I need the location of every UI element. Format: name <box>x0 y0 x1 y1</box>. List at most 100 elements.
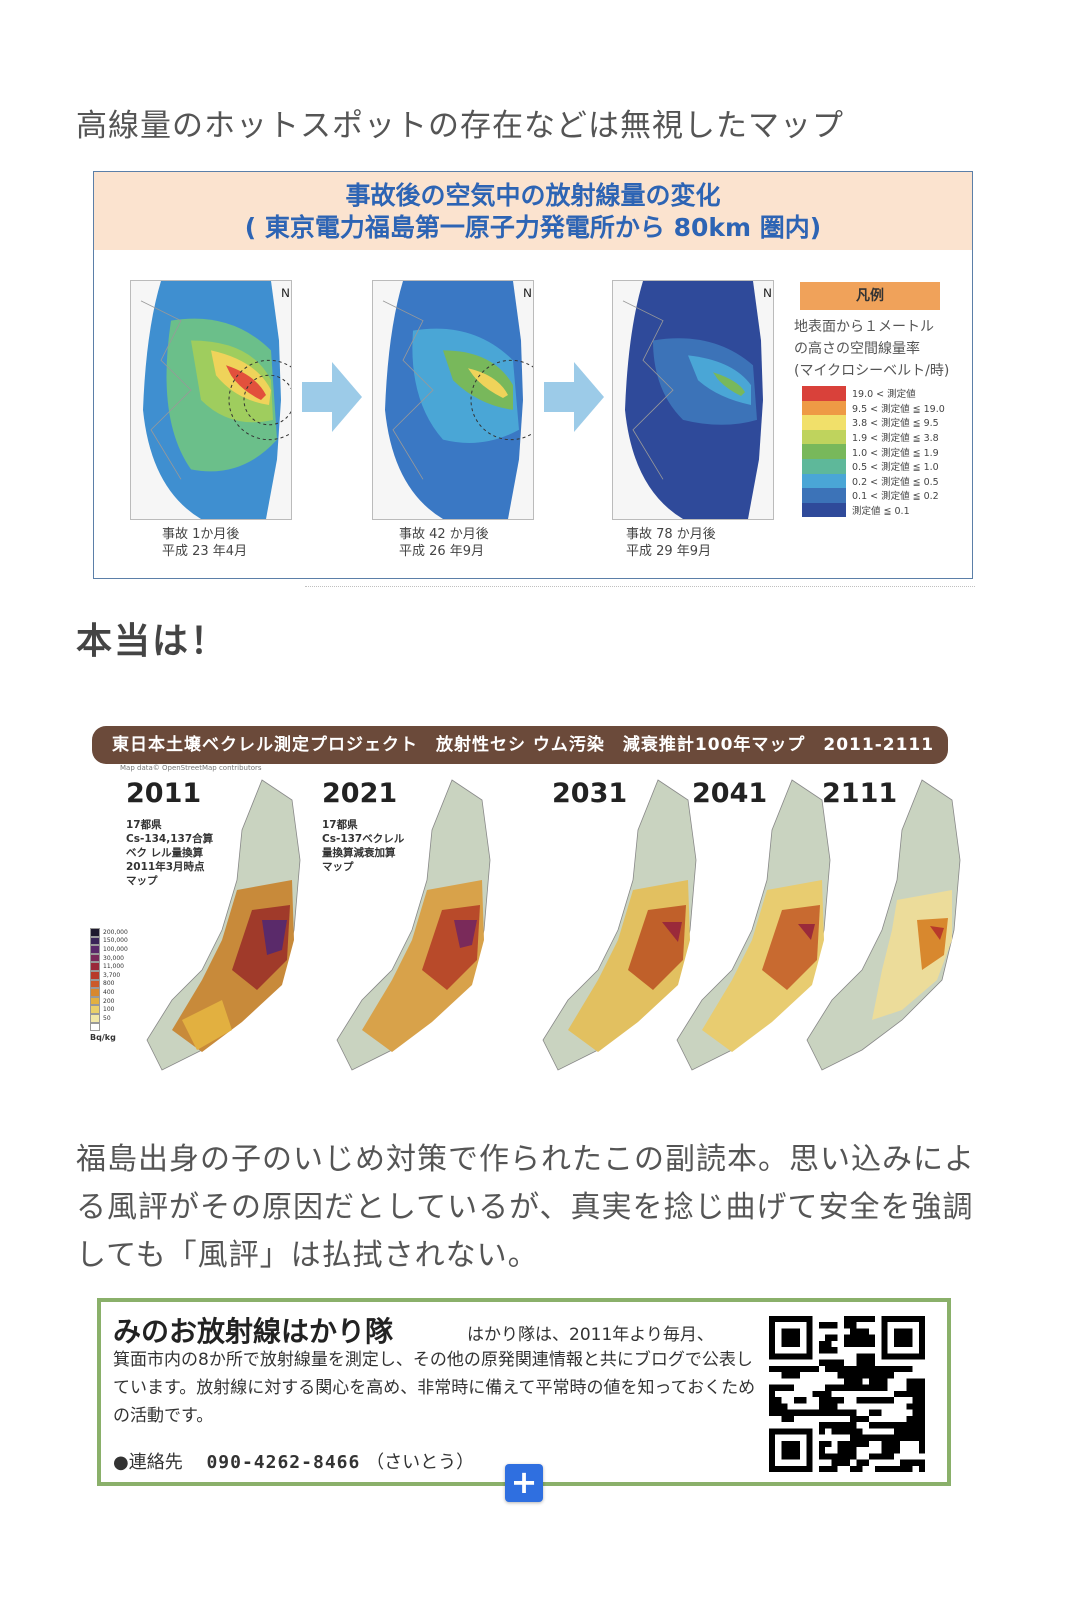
legend-swatch <box>802 502 846 518</box>
legend-swatch <box>802 488 846 503</box>
panel-note-2021: 17都県 Cs-137ベクレル 量換算減衰加算 マップ <box>322 818 404 874</box>
legend-item: 1.9 < 測定値 ≦ 3.8 <box>802 429 954 445</box>
contamination-map-2041 <box>672 770 842 1080</box>
map-credit: Map data© OpenStreetMap contributors <box>120 764 262 772</box>
bq-scale-item: 200,000 <box>90 928 130 937</box>
bq-scale-label: 150,000 <box>103 937 128 945</box>
figure-title-line1: 事故後の空気中の放射線量の変化 <box>345 181 721 210</box>
bq-scale-item: 800 <box>90 979 130 989</box>
legend-label: 9.5 < 測定値 ≦ 19.0 <box>852 403 945 415</box>
qr-code[interactable] <box>769 1316 925 1472</box>
bq-scale-item: 30,000 <box>90 953 130 963</box>
year-label-2041: 2041 <box>692 778 768 809</box>
map-caption-1: 事故 1か月後 平成 23 年4月 <box>162 526 247 560</box>
bq-scale-swatch <box>90 970 100 980</box>
dose-map-42-months: N <box>372 280 534 520</box>
figure-title-line2: ( 東京電力福島第一原子力発電所から 80km 圏内) <box>244 213 822 242</box>
legend-item: 1.0 < 測定値 ≦ 1.9 <box>802 444 954 459</box>
dose-change-figure: 事故後の空気中の放射線量の変化 ( 東京電力福島第一原子力発電所から 80km … <box>93 171 973 579</box>
bq-scale-swatch <box>90 936 100 946</box>
bq-scale-item <box>90 1022 130 1032</box>
contact-name: （さいとう） <box>366 1452 475 1473</box>
section-heading: 本当は！ <box>76 621 229 662</box>
legend-swatch <box>802 473 846 489</box>
figure-header: 事故後の空気中の放射線量の変化 ( 東京電力福島第一原子力発電所から 80km … <box>94 172 972 250</box>
bq-scale-swatch <box>90 1013 100 1023</box>
map-caption-1-line2: 平成 23 年4月 <box>162 544 248 559</box>
bq-scale-legend: 200,000 150,000 100,000 30,000 11,000 3,700 80… <box>90 928 130 1042</box>
bq-scale-item: 3,700 <box>90 970 130 980</box>
legend-label: 1.0 < 測定値 ≦ 1.9 <box>852 447 939 459</box>
legend-item: 9.5 < 測定値 ≦ 19.0 <box>802 400 954 416</box>
map-caption-3: 事故 78 か月後 平成 29 年9月 <box>626 526 716 560</box>
legend-label: 0.2 < 測定値 ≦ 0.5 <box>852 476 939 488</box>
bq-scale-label: 11,000 <box>103 963 124 971</box>
legend-item: 19.0 < 測定値 <box>802 386 954 401</box>
legend-swatch <box>802 415 846 430</box>
panel-note-2021-line4: マップ <box>322 861 354 873</box>
bq-scale-label: 50 <box>103 1014 111 1022</box>
expand-plus-button[interactable]: + <box>505 1464 543 1502</box>
legend-item: 0.1 < 測定値 ≦ 0.2 <box>802 488 954 503</box>
bq-scale-item: 400 <box>90 988 130 997</box>
bq-scale-swatch <box>90 988 100 997</box>
dose-legend: 凡例 地表面から１メートル の高さの空間線量率 (マイクロシーベルト/時) 19… <box>794 282 954 518</box>
panel-note-2011-line5: マップ <box>126 875 158 887</box>
svg-text:N: N <box>281 286 290 300</box>
legend-description: 地表面から１メートル の高さの空間線量率 (マイクロシーベルト/時) <box>794 316 954 382</box>
bq-scale-swatch <box>90 979 100 989</box>
panel-note-2021-line3: 量換算減衰加算 <box>322 847 396 859</box>
caption: 高線量のホットスポットの存在などは無視したマップ <box>76 108 844 144</box>
bq-scale-label: 400 <box>103 988 115 996</box>
dose-map-1-month: N <box>130 280 292 520</box>
panel-note-2011-line2: Cs-134,137合算 <box>126 833 214 845</box>
legend-swatch <box>802 444 846 459</box>
panel-note-2011-line4: 2011年3月時点 <box>126 861 205 873</box>
svg-text:N: N <box>523 286 532 300</box>
contamination-map-2021 <box>332 770 502 1080</box>
legend-swatch <box>802 458 846 474</box>
legend-item: 0.5 < 測定値 ≦ 1.0 <box>802 458 954 474</box>
figure-divider <box>305 586 975 587</box>
bq-scale-unit: Bq/kg <box>90 1033 116 1043</box>
map-caption-2-line2: 平成 26 年9月 <box>399 544 485 559</box>
body-paragraph: 福島出身の子のいじめ対策で作られたこの副読本。思い込みによる風評がその原因だとし… <box>76 1142 975 1273</box>
bq-scale-swatch <box>90 945 100 954</box>
bq-scale-item: 100 <box>90 1005 130 1014</box>
bq-scale-item: 11,000 <box>90 962 130 971</box>
contact-phone[interactable]: 090-4262-8466 <box>206 1452 361 1473</box>
bq-scale-label: 100 <box>103 1006 115 1014</box>
bq-scale-swatch <box>90 1022 100 1032</box>
map-caption-2: 事故 42 か月後 平成 26 年9月 <box>399 526 489 560</box>
bq-scale-swatch <box>90 928 100 937</box>
legend-items: 19.0 < 測定値 9.5 < 測定値 ≦ 19.0 3.8 < 測定値 ≦ 9.… <box>794 386 954 518</box>
group-info-box: みのお放射線はかり隊 はかり隊は、2011年より毎月、 箕面市内の8か所で放射線… <box>97 1298 951 1486</box>
contamination-map-2011 <box>142 770 312 1080</box>
bq-scale-item: 200 <box>90 996 130 1006</box>
svg-text:N: N <box>763 286 772 300</box>
bq-scale-item: 100,000 <box>90 945 130 954</box>
group-description: 箕面市内の8か所で放射線量を測定し、その他の原発関連情報と共にブログで公表してい… <box>113 1350 756 1426</box>
bq-scale-item: 150,000 <box>90 936 130 946</box>
bq-scale-label: 200,000 <box>103 928 128 936</box>
legend-label: 0.5 < 測定値 ≦ 1.0 <box>852 462 939 474</box>
panel-note-2011-line1: 17都県 <box>126 819 162 831</box>
decay-map-banner: 東日本土壌ベクレル測定プロジェクト 放射性セシ ウム汚染 減衰推計100年マップ… <box>92 726 948 764</box>
map-caption-3-line1: 事故 78 か月後 <box>626 527 716 542</box>
contact-label: ●連絡先 <box>113 1452 183 1473</box>
legend-label: 19.0 < 測定値 <box>852 389 916 401</box>
legend-item: 0.2 < 測定値 ≦ 0.5 <box>802 473 954 489</box>
bq-scale-label: 800 <box>103 980 115 988</box>
legend-swatch <box>802 400 846 416</box>
bq-scale-label: 200 <box>103 997 115 1005</box>
legend-swatch <box>802 429 846 445</box>
map-caption-3-line2: 平成 29 年9月 <box>626 544 712 559</box>
panel-note-2021-line2: Cs-137ベクレル <box>322 833 405 845</box>
panel-note-2011: 17都県 Cs-134,137合算 ベク レル量換算 2011年3月時点 マップ <box>126 818 213 888</box>
bq-scale-swatch <box>90 996 100 1006</box>
legend-title: 凡例 <box>800 282 940 310</box>
legend-desc-line3: (マイクロシーベルト/時) <box>794 363 950 379</box>
bq-scale-label: 3,700 <box>103 971 121 979</box>
bq-scale-swatch <box>90 1005 100 1014</box>
year-label-2031: 2031 <box>552 778 628 809</box>
